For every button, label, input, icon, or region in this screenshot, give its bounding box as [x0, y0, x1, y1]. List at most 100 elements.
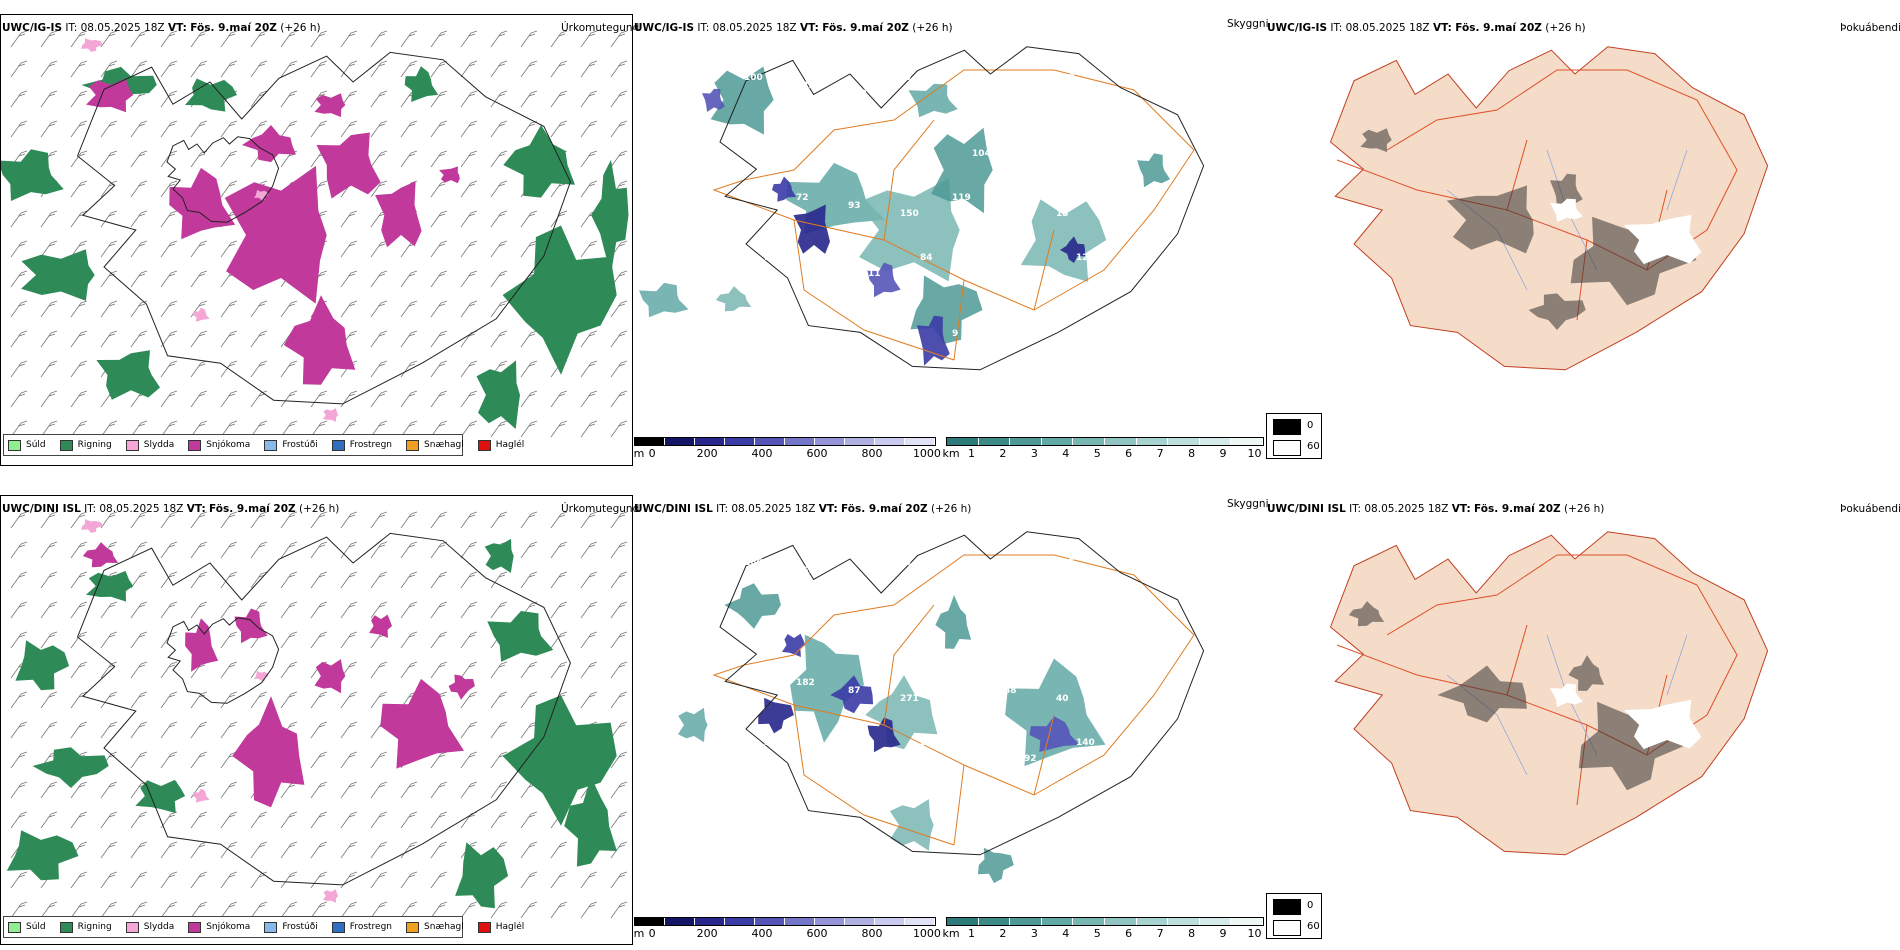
legend-swatch — [8, 439, 21, 451]
visibility-value-label: 40 — [1056, 694, 1069, 704]
scale-swatch — [725, 438, 755, 445]
fog-legend-label: 0 — [1307, 420, 1314, 431]
legend-label: Haglél — [495, 440, 525, 450]
legend-label: Súld — [26, 922, 46, 932]
scale-tick: 4 — [1062, 447, 1070, 460]
scale-swatch — [1104, 918, 1137, 925]
scale-tick: 1000 — [912, 927, 941, 940]
fog-legend-swatch — [1273, 899, 1301, 915]
legend-label: Slydda — [143, 922, 175, 932]
visibility-value-label: 80 — [744, 321, 757, 331]
fog-type-label-bottom: Þokuábendi — [1840, 503, 1900, 515]
visibility-value-label: 93 — [848, 201, 861, 211]
legend-label: Frostregn — [349, 440, 393, 450]
visibility-value-label: 88 — [1004, 686, 1017, 696]
scale-tick: 3 — [1030, 447, 1038, 460]
precip-map-bottom — [6, 511, 628, 919]
visibility-value-label: 13 — [848, 574, 861, 584]
scale-swatch — [1168, 438, 1200, 445]
legend-swatch — [477, 439, 491, 451]
visibility-value-label: 239 — [816, 261, 835, 271]
precip-map-top — [1, 30, 629, 438]
fog-legend-label: 60 — [1307, 441, 1320, 452]
legend-item: Slydda — [125, 921, 175, 933]
legend-label: Frostúði — [282, 440, 318, 450]
visibility-value-label: 92 — [1024, 754, 1037, 764]
scale-tick: 800 — [861, 447, 883, 460]
legend-swatch — [331, 921, 345, 933]
fog-legend-swatch — [1273, 419, 1301, 435]
legend-swatch — [406, 921, 420, 933]
scale-swatch — [785, 438, 815, 445]
visibility-value-label: 108 — [1004, 201, 1023, 211]
visibility-value-label: 33 — [764, 738, 777, 748]
visibility-value-label: 140 — [1076, 738, 1095, 748]
visibility-value-label: 103 — [816, 746, 835, 756]
scale-swatch — [1136, 918, 1169, 925]
scale-unit: km — [942, 447, 960, 460]
legend-label: Snjókoma — [206, 440, 251, 450]
scale-swatch — [1010, 918, 1042, 925]
visibility-value-label: 166 — [744, 558, 763, 568]
scale-tick: 1 — [967, 447, 975, 460]
legend-swatch — [264, 921, 278, 933]
visibility-value-label: 788 — [1056, 73, 1075, 83]
scale-swatch — [815, 918, 845, 925]
visibility-value-label: 70 — [816, 634, 829, 644]
legend-swatch — [59, 921, 73, 933]
fog-legend-label: 0 — [1307, 900, 1314, 911]
legend-label: Súld — [26, 440, 46, 450]
scale-tick: 4 — [1062, 927, 1070, 940]
fog-legend-bottom: 0 60 — [1266, 893, 1322, 939]
scale-swatch — [875, 438, 905, 445]
fog-legend-label: 60 — [1307, 921, 1320, 932]
precip-legend: Súld Rigning Slydda Snjókoma Frostúði Frostre… — [3, 916, 524, 938]
legend-swatch — [264, 439, 278, 451]
legend-swatch — [406, 439, 420, 451]
scale-unit: km — [942, 927, 960, 940]
visibility-value-label: 13 — [1056, 209, 1069, 219]
visibility-value-label: 1 — [952, 81, 958, 91]
fog-legend-top: 0 60 — [1266, 413, 1322, 459]
legend-item: Rigning — [59, 921, 112, 933]
precip-panel-bottom: Súld Rigning Slydda Snjókoma Frostúði Frostre… — [0, 495, 633, 945]
scale-swatch — [1010, 438, 1042, 445]
visibility-value-label: 91 — [920, 141, 933, 151]
visibility-value-label: 67 — [900, 321, 913, 331]
visibility-value-label: 104 — [1004, 574, 1023, 584]
visibility-value-label: 202 — [868, 754, 887, 764]
visibility-value-label: 185 — [1056, 558, 1075, 568]
visibility-value-label: 271 — [900, 694, 919, 704]
scale-swatch — [755, 918, 785, 925]
visibility-value-label: 112 — [972, 746, 991, 756]
ceiling-scale-top: m 0 200 400 600 800 1000 — [634, 437, 941, 460]
visibility-header-bottom: UWC/DINI ISL IT: 08.05.2025 18Z VT: Fös.… — [634, 503, 972, 515]
scale-bar — [634, 917, 936, 926]
legend-swatch — [331, 439, 345, 451]
scale-swatch — [1231, 438, 1263, 445]
visibility-value-label: 246 — [920, 738, 939, 748]
visibility-header-top: UWC/IG-IS IT: 08.05.2025 18Z VT: Fös. 9.… — [634, 22, 953, 34]
visibility-value-label: 374 — [1024, 133, 1043, 143]
legend-label: Snæhagl — [424, 922, 464, 932]
visibility-value-label: 11 — [952, 566, 965, 576]
legend-label: Rigning — [77, 440, 112, 450]
scale-tick: 5 — [1093, 447, 1101, 460]
legend-item: Slydda — [125, 439, 174, 451]
scale-swatch — [725, 918, 755, 925]
visibility-value-label: 100 — [744, 73, 763, 83]
visibility-value-label: 60 — [868, 133, 881, 143]
visibility-value-label: 393 — [796, 329, 815, 339]
visibility-value-label: 253 — [764, 626, 783, 636]
scale-swatch — [785, 918, 815, 925]
fog-header-bottom: UWC/DINI ISL IT: 08.05.2025 18Z VT: Fös.… — [1267, 503, 1605, 515]
scale-swatch — [947, 918, 979, 925]
visibility-value-label: 235 — [796, 81, 815, 91]
visibility-value-label: 59 — [1024, 618, 1037, 628]
scale-swatch — [947, 438, 979, 445]
legend-item: Frostregn — [331, 439, 393, 451]
scale-swatch — [1041, 438, 1074, 445]
visibility-panel-bottom: 166 259 13 17 11 104 185 253 70 318 358 15 59 87 242 18… — [634, 515, 1266, 946]
visibility-type-label-bottom: Skyggni — [1227, 498, 1269, 510]
visibility-value-label: 128 — [1076, 253, 1095, 263]
